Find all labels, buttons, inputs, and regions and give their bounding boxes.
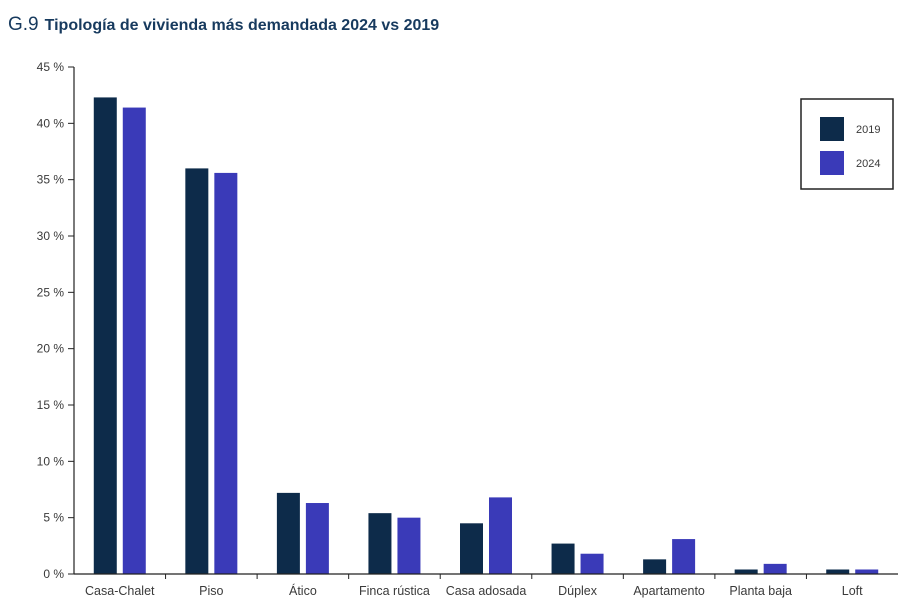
y-tick-label: 40 %: [37, 116, 65, 130]
y-tick-label: 0 %: [43, 567, 64, 581]
legend-label: 2019: [856, 124, 880, 136]
x-category-label: Casa adosada: [446, 584, 527, 598]
bar-2024: [214, 172, 238, 574]
bar-2019: [551, 543, 575, 574]
bar-2024: [763, 563, 787, 574]
bar-2024: [122, 107, 146, 574]
bar-2024: [580, 553, 604, 574]
bar-2019: [93, 97, 117, 575]
y-tick-label: 20 %: [37, 342, 65, 356]
y-tick-label: 35 %: [37, 173, 65, 187]
bar-2019: [185, 168, 209, 574]
x-axis-labels: Casa-Chalet Piso Ático Finca rústica Casa ad…: [85, 583, 863, 598]
x-category-label: Loft: [842, 584, 863, 598]
bar-2024: [397, 517, 421, 574]
y-tick-label: 30 %: [37, 229, 65, 243]
bar-2024: [672, 539, 696, 574]
bar-2019: [734, 569, 758, 574]
x-category-label: Casa-Chalet: [85, 584, 155, 598]
legend-box: [800, 98, 894, 190]
y-tick-label: 45 %: [37, 60, 65, 74]
figure-number: G.9: [8, 14, 39, 35]
bar-2019: [826, 569, 850, 574]
bar-2024: [489, 497, 512, 574]
legend-label: 2024: [856, 158, 880, 170]
bar-2024: [855, 569, 879, 574]
y-tick-label: 15 %: [37, 398, 65, 412]
bar-2024: [305, 503, 329, 574]
x-category-label: Ático: [289, 583, 317, 598]
y-tick-label: 25 %: [37, 285, 65, 299]
bar-2019: [460, 523, 483, 574]
bar-2019: [368, 513, 392, 574]
y-tick-label: 10 %: [37, 454, 65, 468]
bars: [93, 97, 879, 575]
bar-2019: [276, 492, 300, 574]
x-category-label: Planta baja: [729, 584, 792, 598]
x-category-label: Finca rústica: [359, 584, 430, 598]
legend-swatch: [820, 151, 844, 175]
y-tick-label: 5 %: [43, 511, 64, 525]
x-category-label: Dúplex: [558, 584, 598, 598]
legend-swatch: [820, 117, 844, 141]
axes: [73, 67, 898, 579]
chart-title: Tipología de vivienda más demandada 2024…: [44, 17, 440, 34]
chart-title-row: G.9 Tipología de vivienda más demandada …: [8, 14, 439, 36]
x-category-label: Piso: [199, 584, 223, 598]
y-axis-ticks: 0 % 5 % 10 % 15 % 20 % 25 % 30 % 35 % 40 % 45 %: [37, 60, 74, 581]
bar-2019: [643, 559, 667, 574]
legend: 2019 2024: [800, 98, 894, 190]
x-category-label: Apartamento: [633, 584, 705, 598]
